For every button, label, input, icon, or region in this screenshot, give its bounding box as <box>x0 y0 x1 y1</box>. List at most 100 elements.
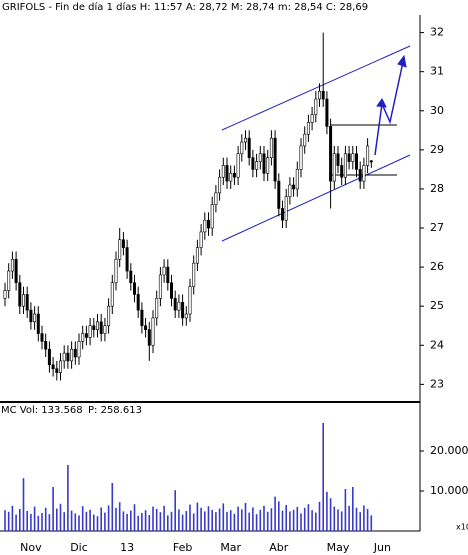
y-tick-label: 24 <box>430 338 444 351</box>
x-tick-label: Feb <box>173 541 192 554</box>
volume-bar <box>333 506 336 531</box>
candle-body <box>295 169 299 190</box>
volume-bar <box>137 515 139 531</box>
volume-bar <box>215 512 217 531</box>
candle-body <box>240 141 244 155</box>
candle-body <box>362 165 366 182</box>
x-tick-label: Jun <box>373 541 391 554</box>
volume-bar <box>337 509 339 531</box>
candle-body <box>188 286 192 315</box>
x-tick-label: Abr <box>269 541 289 554</box>
candle-body <box>173 298 177 311</box>
candle-body <box>107 305 111 327</box>
candle-body <box>18 282 22 307</box>
candle-body <box>277 180 281 209</box>
volume-bar <box>44 507 47 531</box>
candle-body <box>84 333 88 338</box>
volume-bar <box>278 501 280 531</box>
x-tick-label: 13 <box>120 541 134 554</box>
candle-body <box>273 137 277 182</box>
volume-bar <box>285 505 287 531</box>
y-tick-label: 29 <box>430 143 444 156</box>
volume-bar <box>89 509 91 531</box>
volume-bar <box>222 503 225 531</box>
volume-bar <box>218 508 221 531</box>
volume-bar <box>307 504 310 531</box>
candle-body <box>25 294 29 311</box>
candle-body <box>70 348 74 362</box>
volume-bar <box>292 509 295 531</box>
volume-bar <box>296 507 299 531</box>
volume-bar <box>167 515 169 531</box>
volume-bar <box>11 505 14 531</box>
candle-body <box>125 247 129 272</box>
volume-bar <box>348 505 350 531</box>
candle-body <box>177 301 181 311</box>
candle-body <box>33 313 37 323</box>
candle-body <box>195 247 199 264</box>
volume-bar <box>359 512 361 531</box>
candle-body <box>340 165 344 178</box>
candle-body <box>336 153 340 166</box>
volume-bar <box>115 507 117 531</box>
volume-bar <box>67 465 69 531</box>
candle-body <box>10 258 14 272</box>
volume-bar <box>141 513 143 531</box>
volume-bar <box>56 508 58 531</box>
volume-bar <box>152 506 154 531</box>
candle-body <box>170 282 174 299</box>
candle-body <box>255 161 259 170</box>
volume-bar <box>170 511 173 531</box>
candle-body <box>55 368 59 373</box>
candle-body <box>155 298 159 319</box>
x-tick-label: May <box>327 541 350 554</box>
volume-bar <box>207 506 210 531</box>
volume-bar <box>122 511 125 531</box>
candle-body <box>129 270 133 284</box>
candle-body <box>321 90 325 100</box>
candle-body <box>314 98 318 115</box>
volume-bar <box>174 490 176 531</box>
volume-bar <box>74 513 77 531</box>
candle-body <box>47 348 51 366</box>
upper-channel <box>221 45 411 131</box>
volume-bar <box>322 423 324 531</box>
candle-body <box>103 325 107 334</box>
candle-body <box>214 192 218 205</box>
volume-bar <box>366 509 369 531</box>
volume-bar <box>255 514 258 531</box>
volume-bar <box>7 511 10 531</box>
y-tick-label: 28 <box>430 182 444 195</box>
candle-body <box>225 165 229 182</box>
candle-body <box>232 172 236 178</box>
candle-body <box>221 165 225 178</box>
candle-body <box>306 122 310 135</box>
candle-body <box>329 126 333 182</box>
candle-body <box>284 196 288 221</box>
y-tick-label: 31 <box>430 65 444 78</box>
volume-bar <box>311 510 313 531</box>
volume-bar <box>155 509 158 531</box>
volume-bar <box>196 502 199 531</box>
channel-drawings <box>221 45 411 242</box>
volume-bar <box>130 510 132 531</box>
candle-body <box>118 239 122 260</box>
volume-bar <box>266 511 269 531</box>
y-tick-label: 30 <box>430 104 444 117</box>
arrowhead <box>376 98 387 108</box>
volume-bar <box>200 507 202 531</box>
x-tick-label: Mar <box>220 541 241 554</box>
candle-body <box>51 364 55 370</box>
volume-bar <box>133 504 136 531</box>
chart-title: GRIFOLS - Fin de día 1 días H: 11:57 A: … <box>2 1 368 13</box>
volume-bar <box>204 511 206 531</box>
volume-bar <box>19 509 21 531</box>
volume-bar <box>318 501 321 531</box>
candle-body <box>229 172 233 182</box>
volume-bar <box>33 506 36 531</box>
y-tick-label: 27 <box>430 221 444 234</box>
volume-bar <box>104 512 106 531</box>
candle-body <box>207 219 211 229</box>
candle-body <box>66 352 70 362</box>
